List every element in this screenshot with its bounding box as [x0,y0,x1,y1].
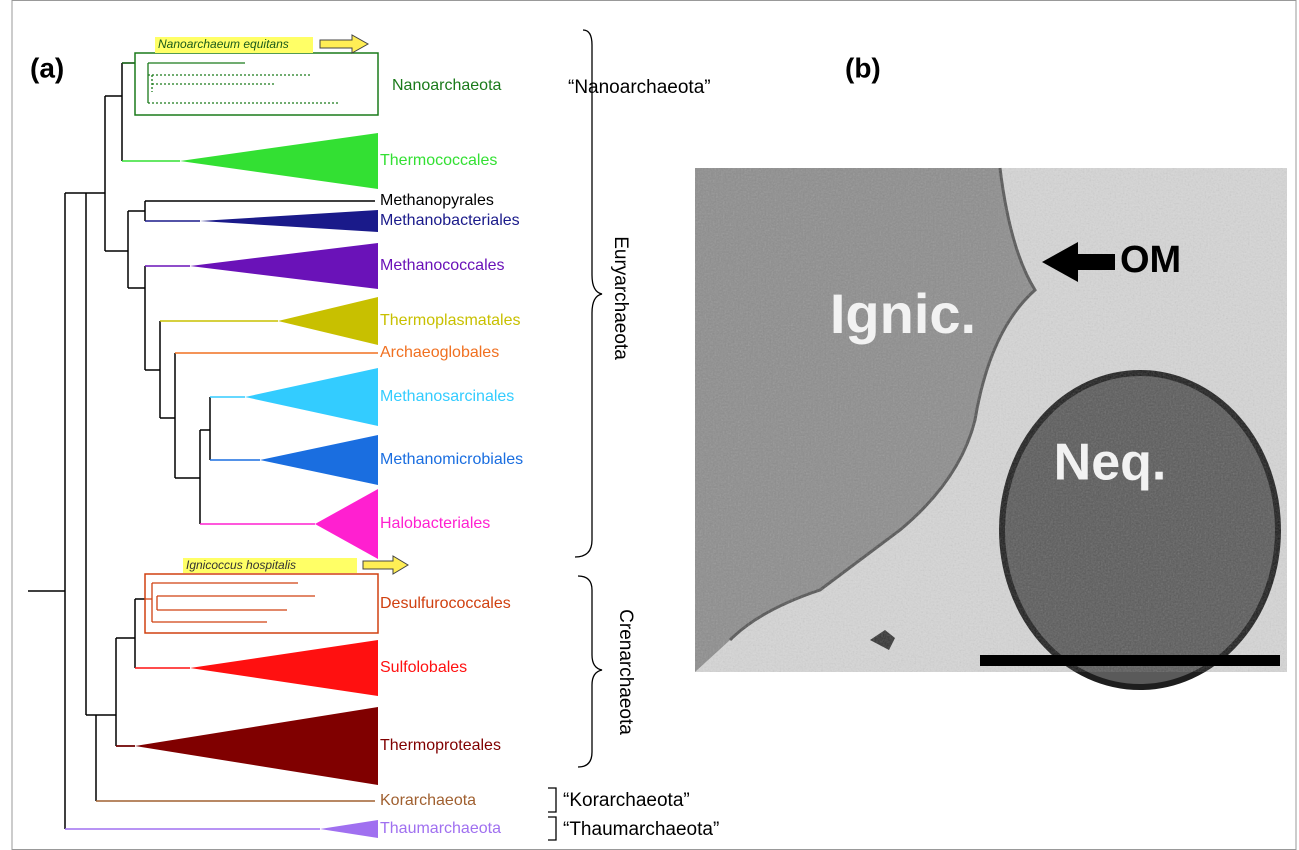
collapsed-clade [315,489,378,559]
taxon-label: Methanopyrales [380,192,494,209]
taxon-label: Desulfurococcales [380,595,511,612]
collapsed-clade [278,297,378,345]
panel-label: (a) [30,52,64,83]
collapsed-clade [190,243,378,289]
group-label: Crenarchaeota [615,609,636,735]
group-label: “Nanoarchaeota” [568,77,711,98]
group-label: Euryarchaeota [610,236,631,360]
panel-label: (b) [845,52,881,83]
taxon-label: Thermoplasmatales [380,312,521,329]
taxa: Nanoarchaeota Thermococcales Methanopyrale… [65,77,523,838]
highlight-label: Nanoarchaeum equitans [158,37,289,51]
collapsed-clade [260,435,378,485]
taxon-label: Korarchaeota [380,792,476,809]
taxon-label: Methanobacteriales [380,212,520,229]
micrograph: OM Ignic. Neq. [695,167,1287,690]
arrow-label: OM [1120,239,1181,281]
igni-box: Ignicoccus hospitalis [144,555,409,634]
taxon-label: Methanococcales [380,257,505,274]
cell-label: Ignic. [830,282,976,345]
taxon-label: Methanomicrobiales [380,451,523,468]
nano-box: Nanoarchaeum equitans [122,34,379,116]
taxon-label: Methanosarcinales [380,388,514,405]
collapsed-clade [320,820,378,838]
tree [28,62,211,829]
collapsed-clade [245,368,378,426]
cell-label: Neq. [1054,434,1167,492]
group-label: “Thaumarchaeota” [563,819,719,840]
collapsed-clade [135,707,378,785]
braces [548,29,603,841]
group-label: “Korarchaeota” [563,790,690,811]
collapsed-clade [200,210,378,232]
taxon-label: Thermococcales [380,152,497,169]
taxon-label: Thaumarchaeota [380,820,501,837]
collapsed-clade [180,133,378,189]
taxon-label: Thermoproteales [380,737,501,754]
highlight-label: Ignicoccus hospitalis [186,558,296,572]
taxon-label: Archaeoglobales [380,344,499,361]
collapsed-clade [190,640,378,696]
taxon-label: Nanoarchaeota [392,77,502,94]
taxon-label: Halobacteriales [380,515,490,532]
taxon-label: Sulfolobales [380,659,467,676]
